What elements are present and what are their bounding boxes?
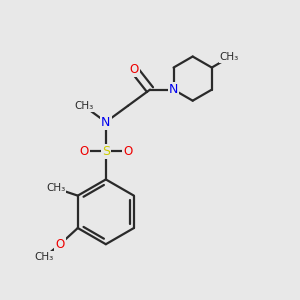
Text: CH₃: CH₃ (34, 253, 53, 262)
Text: O: O (123, 145, 133, 158)
Text: CH₃: CH₃ (46, 183, 65, 193)
Text: N: N (101, 116, 110, 128)
Text: CH₃: CH₃ (220, 52, 239, 62)
Text: O: O (129, 62, 138, 76)
Text: S: S (102, 145, 110, 158)
Text: N: N (169, 83, 178, 96)
Text: O: O (79, 145, 88, 158)
Text: CH₃: CH₃ (74, 101, 93, 111)
Text: O: O (56, 238, 65, 251)
